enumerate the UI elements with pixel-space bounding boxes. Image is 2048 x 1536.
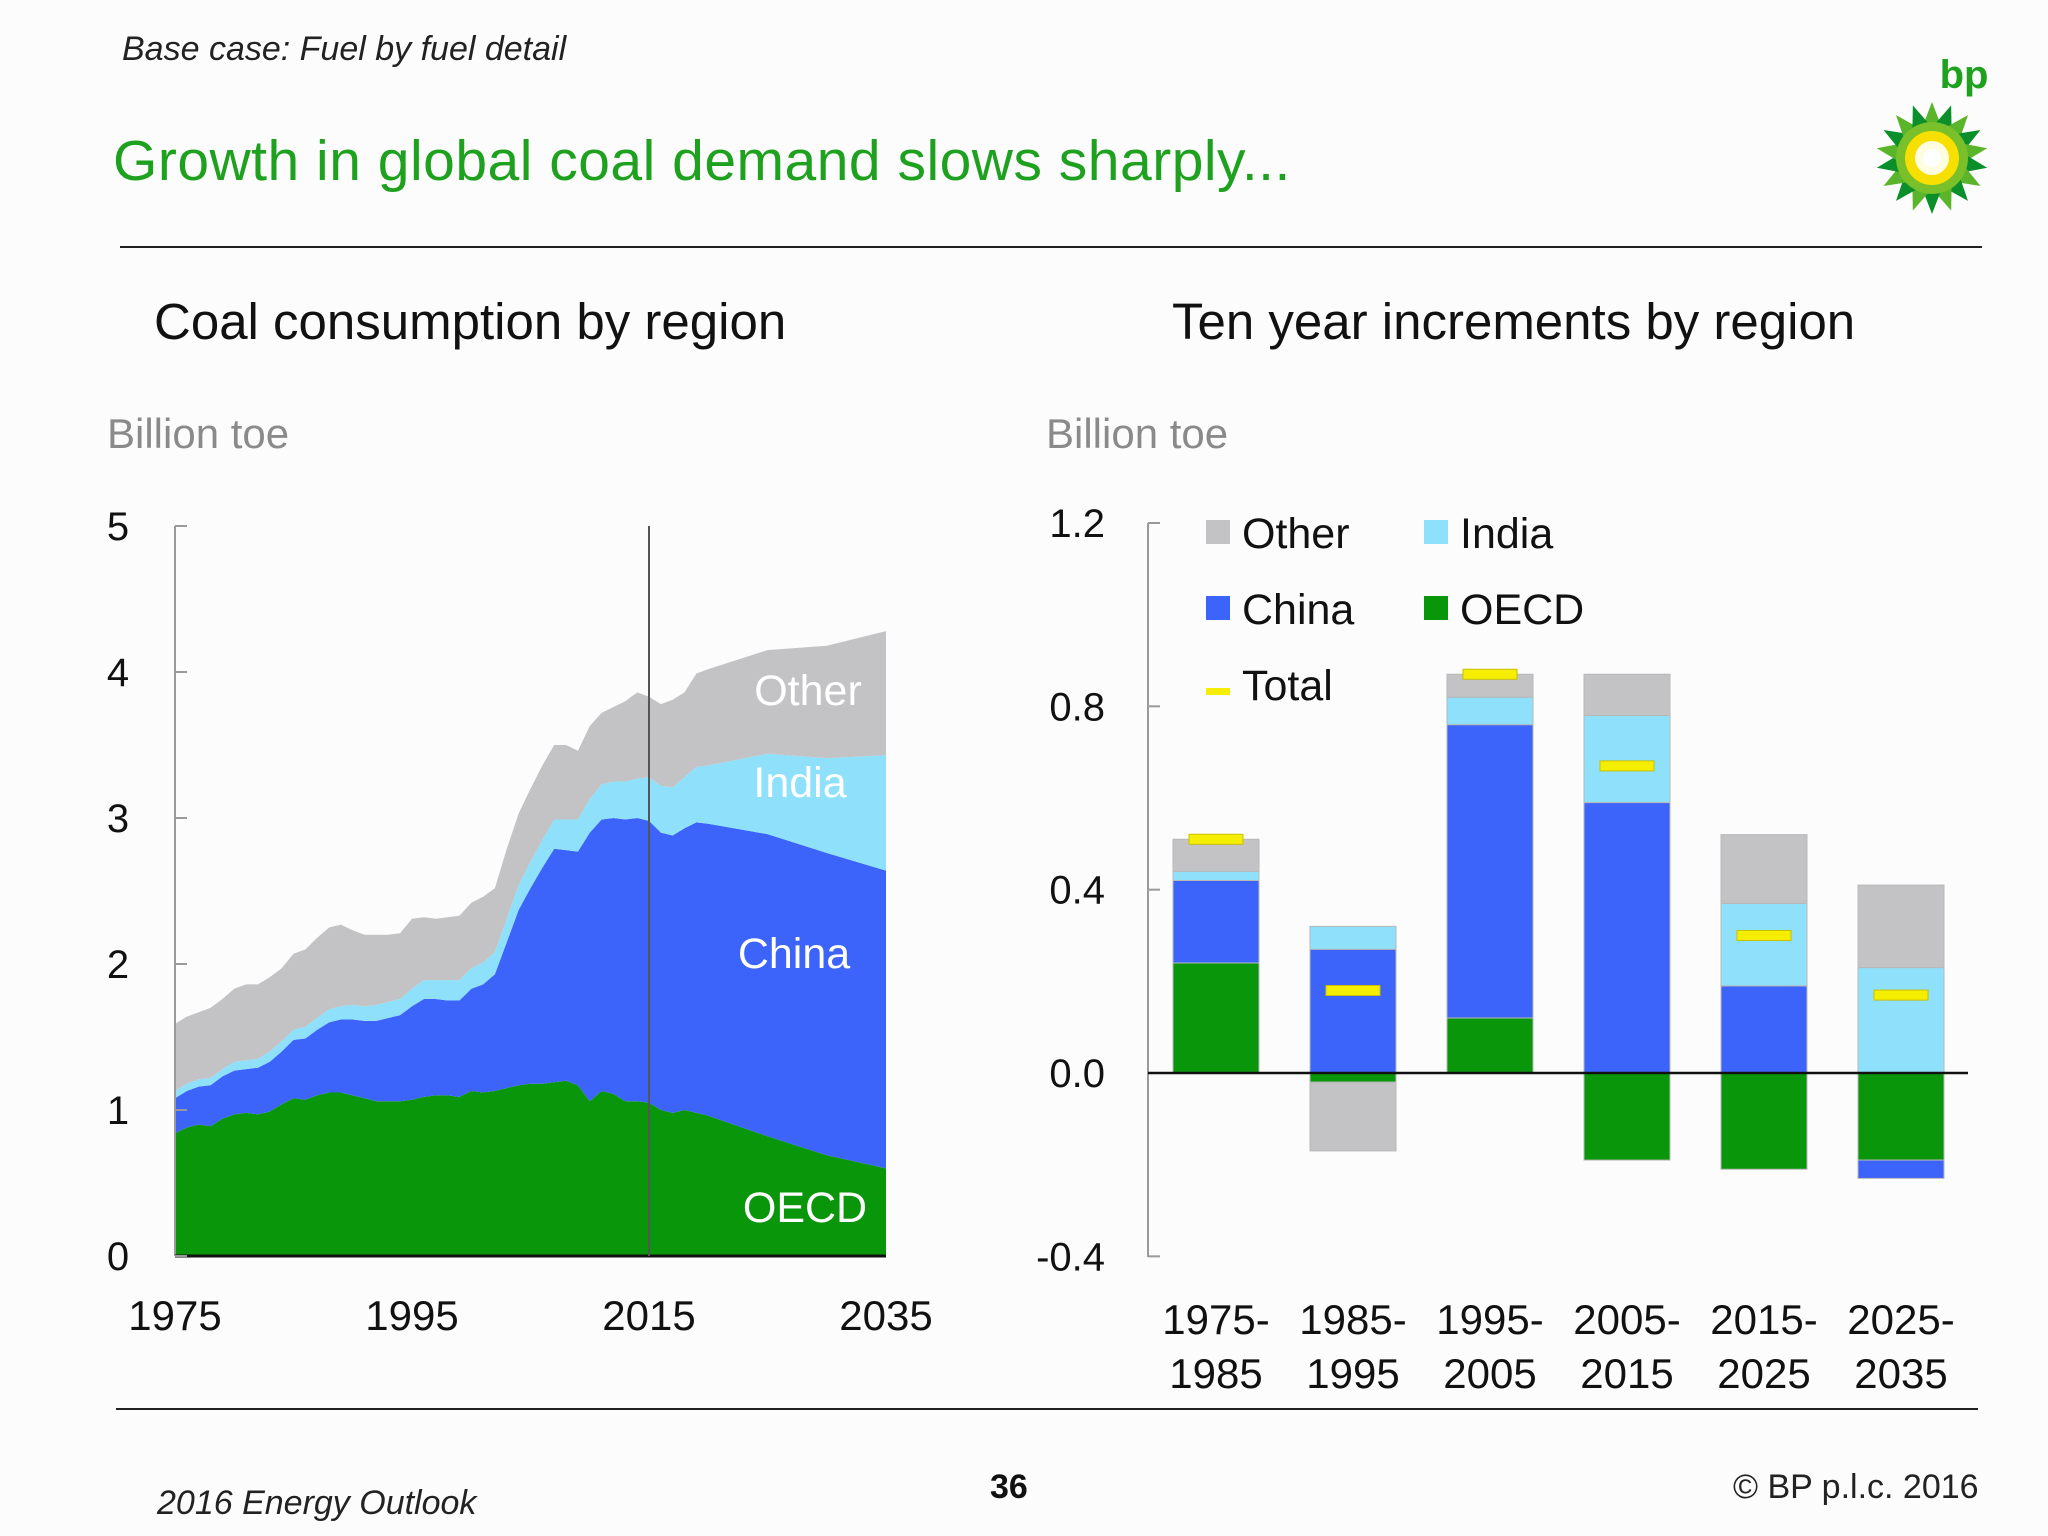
bar-segment-oecd (1172, 962, 1260, 1074)
area-label-china: China (738, 930, 850, 978)
area-series-india (175, 753, 886, 1099)
left-chart-title: Coal consumption by region (154, 293, 787, 350)
right-y-tick-label: 1.2 (1049, 502, 1105, 546)
left-x-tick-label: 1995 (365, 1292, 458, 1339)
area-label-india: India (753, 759, 846, 807)
left-y-tick-label: 0 (107, 1235, 129, 1279)
bp-logo-text: bp (1940, 53, 1989, 97)
area-series-china (175, 818, 886, 1169)
bar-segment-india (1172, 870, 1260, 881)
right-chart-unit: Billion toe (1046, 410, 1229, 457)
total-marker (1599, 760, 1655, 772)
total-marker (1325, 985, 1381, 996)
bar-segment-other (1583, 673, 1671, 716)
total-marker (1188, 833, 1244, 845)
legend-swatch-india (1424, 520, 1448, 544)
footer-publication: 2016 Energy Outlook (157, 1484, 477, 1522)
bar-segment-india (1446, 696, 1534, 726)
bar-segment-oecd (1446, 1017, 1534, 1074)
right-x-tick-label: 2015 (1580, 1350, 1673, 1397)
left-x-tick-label: 2035 (839, 1292, 932, 1339)
right-x-tick-label: 2005- (1573, 1296, 1680, 1343)
legend-swatch-other (1206, 520, 1230, 544)
bar-segment-other (1857, 884, 1945, 969)
right-x-tick-label: 2025 (1717, 1350, 1810, 1397)
total-marker (1736, 930, 1792, 941)
bar-segment-oecd (1857, 1072, 1945, 1161)
legend-swatch-oecd (1424, 596, 1448, 620)
legend-label-oecd: OECD (1460, 586, 1584, 634)
area-series-other (175, 631, 886, 1091)
right-x-tick-label: 2025- (1847, 1296, 1954, 1343)
bp-helios-icon: bp (1876, 53, 1989, 214)
legend-label-china: China (1242, 586, 1354, 634)
legend-label-total: Total (1242, 662, 1333, 710)
legend-swatch-total (1206, 688, 1230, 695)
right-x-tick-label: 2035 (1854, 1350, 1947, 1397)
bar-segment-china (1446, 724, 1534, 1019)
slide-title: Growth in global coal demand slows sharp… (113, 129, 1291, 193)
bp-logo: bp (1840, 50, 2000, 220)
right-y-tick-label: 0.4 (1049, 869, 1105, 913)
right-x-tick-label: 1995 (1306, 1350, 1399, 1397)
left-y-tick-label: 2 (107, 943, 129, 987)
total-marker (1462, 668, 1518, 680)
right-x-tick-label: 1985 (1169, 1350, 1262, 1397)
area-series-oecd (175, 1080, 886, 1256)
right-x-tick-label: 2015- (1710, 1296, 1817, 1343)
bar-segment-india (1720, 902, 1808, 987)
page-number: 36 (990, 1468, 1028, 1506)
right-x-tick-label: 1975- (1162, 1296, 1269, 1343)
bar-segment-other (1720, 834, 1808, 904)
left-y-tick-label: 1 (107, 1089, 129, 1133)
legend-swatch-china (1206, 596, 1230, 620)
bar-segment-oecd (1309, 1072, 1397, 1083)
area-label-other: Other (754, 667, 862, 715)
right-y-tick-label: 0.0 (1049, 1052, 1105, 1096)
header-rule (120, 246, 1982, 248)
bar-segment-india (1309, 925, 1397, 950)
left-y-tick-label: 5 (107, 505, 129, 549)
right-y-tick-label: 0.8 (1049, 685, 1105, 729)
bar-segment-india (1857, 967, 1945, 1074)
left-y-tick-label: 3 (107, 797, 129, 841)
slide-subtitle: Base case: Fuel by fuel detail (122, 30, 567, 68)
legend-label-other: Other (1242, 510, 1350, 558)
area-label-oecd: OECD (743, 1184, 867, 1232)
total-marker (1873, 989, 1929, 1001)
bar-segment-china (1720, 985, 1808, 1074)
legend-label-india: India (1460, 510, 1553, 558)
copyright-notice: © BP p.l.c. 2016 (1733, 1468, 1979, 1506)
bar-segment-china (1309, 948, 1397, 1074)
right-y-tick-label: -0.4 (1036, 1235, 1105, 1279)
right-chart-title: Ten year increments by region (1172, 293, 1856, 350)
bar-segment-oecd (1720, 1072, 1808, 1170)
footer-rule (116, 1408, 1978, 1410)
bar-segment-india (1583, 715, 1671, 804)
right-x-tick-label: 2005 (1443, 1350, 1536, 1397)
left-chart-unit: Billion toe (107, 410, 290, 457)
left-x-tick-label: 2015 (602, 1292, 695, 1339)
bar-segment-china (1857, 1159, 1945, 1179)
bar-segment-other (1309, 1081, 1397, 1152)
right-x-tick-label: 1985- (1299, 1296, 1406, 1343)
bar-segment-china (1583, 802, 1671, 1074)
right-x-tick-label: 1995- (1436, 1296, 1543, 1343)
bar-segment-china (1172, 880, 1260, 964)
left-y-tick-label: 4 (107, 651, 129, 695)
left-x-tick-label: 1975 (128, 1292, 221, 1339)
bar-segment-oecd (1583, 1072, 1671, 1161)
